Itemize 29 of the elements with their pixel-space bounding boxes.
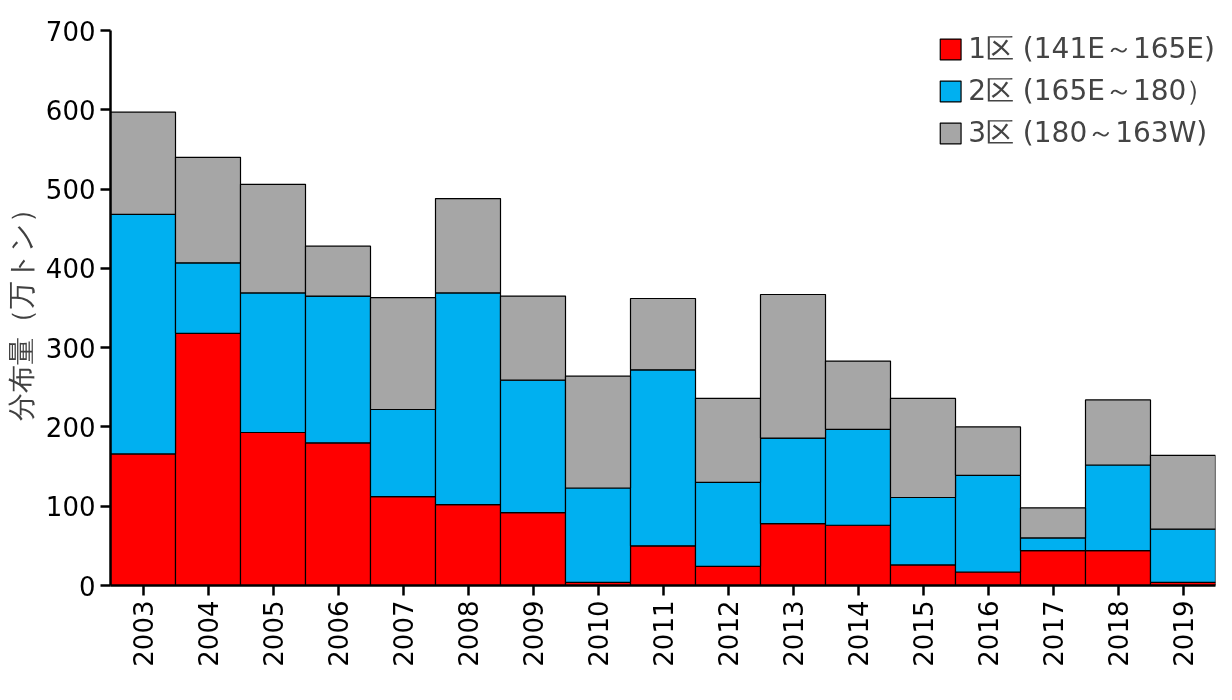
x-tick-label: 2006 [324, 600, 354, 667]
y-tick-label: 300 [45, 333, 96, 364]
x-tick-label: 2011 [649, 600, 679, 667]
y-tick-label: 0 [78, 571, 96, 602]
y-tick-label: 400 [45, 254, 96, 285]
y-tick-label: 100 [45, 492, 96, 523]
x-tick-label: 2005 [259, 600, 289, 667]
y-tick-label: 200 [45, 412, 96, 443]
y-tick-label: 600 [45, 95, 96, 126]
x-tick-label: 2003 [129, 600, 159, 667]
y-axis-title: 分布量（万トン） [4, 195, 38, 421]
x-tick-label: 2014 [844, 600, 874, 667]
x-tick-label: 2004 [194, 600, 224, 667]
x-tick-label: 2008 [454, 600, 484, 667]
x-tick-label: 2015 [909, 600, 939, 667]
y-tick-label: 700 [45, 16, 96, 47]
x-tick-label: 2019 [1169, 600, 1199, 667]
x-tick-label: 2016 [974, 600, 1004, 667]
x-tick-label: 2017 [1039, 600, 1069, 667]
legend-label: 1区 (141E～165E) [968, 31, 1215, 67]
legend-label: 3区 (180～163W) [968, 115, 1208, 151]
x-tick-label: 2012 [714, 600, 744, 667]
x-tick-label: 2009 [519, 600, 549, 667]
x-tick-label: 2007 [389, 600, 419, 667]
x-tick-label: 2010 [584, 600, 614, 667]
x-tick-label: 2018 [1104, 600, 1134, 667]
y-tick-label: 500 [45, 175, 96, 206]
x-tick-label: 2013 [779, 600, 809, 667]
legend-label: 2区 (165E～180） [968, 73, 1215, 109]
